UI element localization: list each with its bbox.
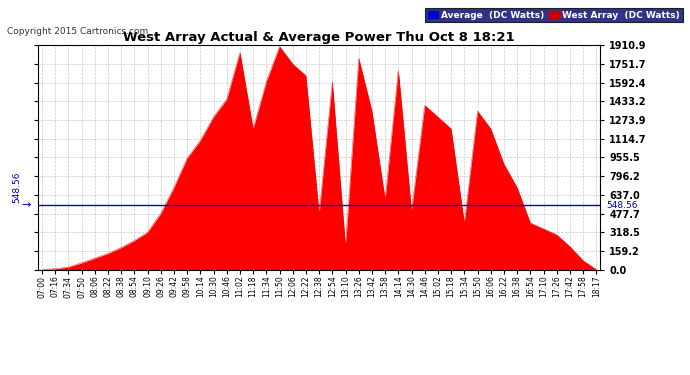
Text: Copyright 2015 Cartronics.com: Copyright 2015 Cartronics.com xyxy=(7,27,148,36)
Legend: Average  (DC Watts), West Array  (DC Watts): Average (DC Watts), West Array (DC Watts… xyxy=(425,8,683,22)
Text: 548.56: 548.56 xyxy=(12,172,22,203)
Text: →: → xyxy=(21,200,31,210)
Title: West Array Actual & Average Power Thu Oct 8 18:21: West Array Actual & Average Power Thu Oc… xyxy=(124,31,515,44)
Text: 548.56: 548.56 xyxy=(606,201,638,210)
